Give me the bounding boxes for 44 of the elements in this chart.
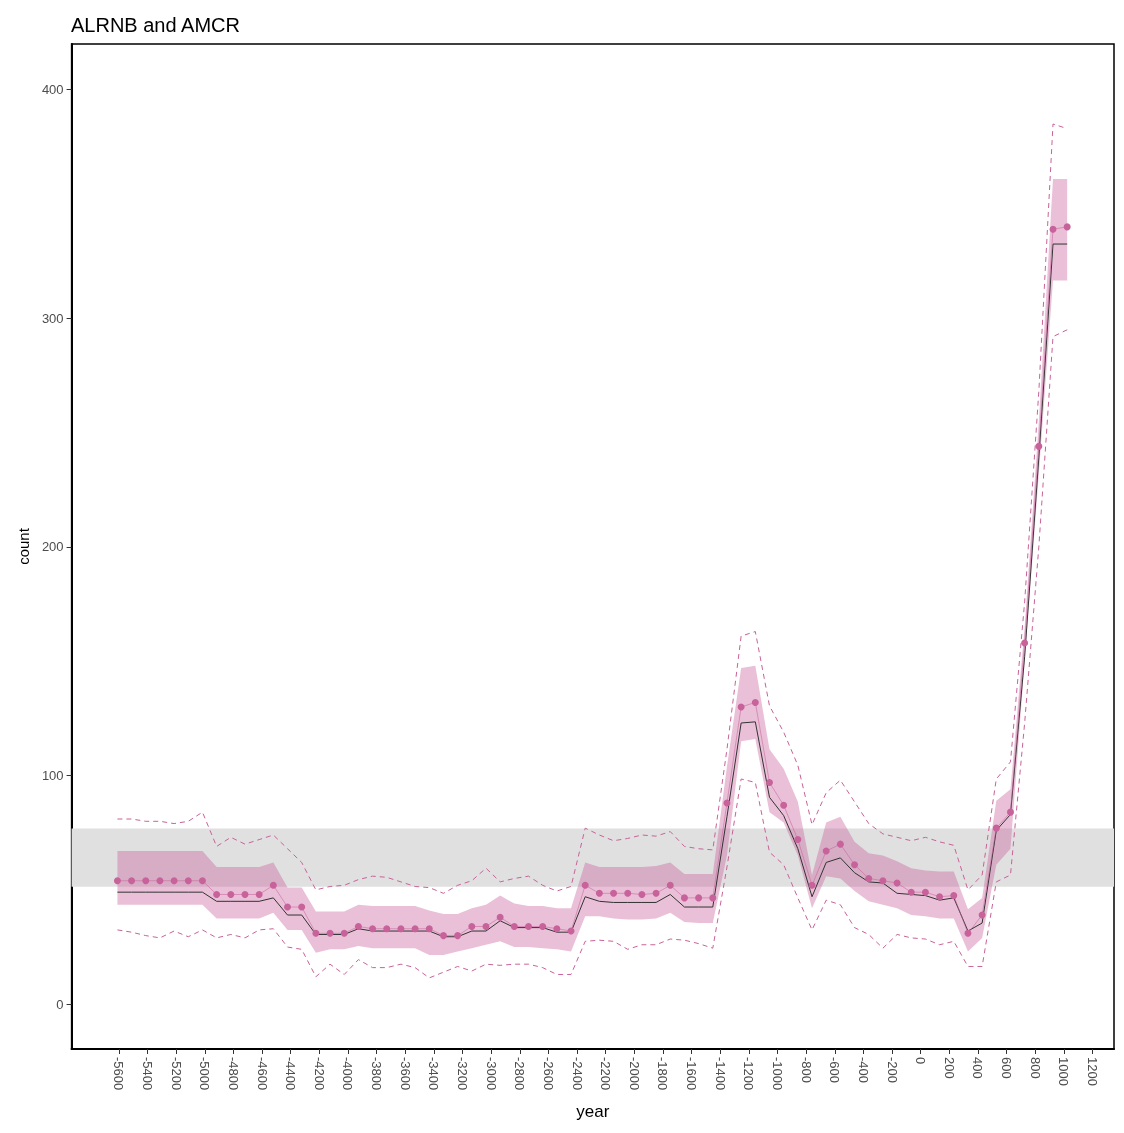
chart-title: ALRNB and AMCR [71,14,240,36]
x-tick-label: -2600 [540,1057,556,1091]
x-tick-label: -5000 [197,1057,213,1091]
x-tick-label: 1000 [1056,1057,1072,1086]
x-tick-label: -5400 [139,1057,155,1091]
x-tick-label: -3600 [397,1057,413,1091]
x-tick-label: -3200 [454,1057,470,1091]
x-tick-label: -400 [855,1057,871,1084]
x-tick-label: -1200 [741,1057,757,1091]
y-tick-label: 100 [41,768,64,784]
x-tick-label: -2800 [512,1057,528,1091]
y-tick-label: 200 [41,539,64,555]
x-tick-label: -1800 [655,1057,671,1091]
x-tick-label: -4000 [340,1057,356,1091]
x-tick-label: -200 [884,1057,900,1084]
x-tick-label: -2200 [598,1057,614,1091]
x-tick-label: -600 [827,1057,843,1084]
y-tick-label: 0 [56,996,64,1012]
x-tick-label: -3800 [369,1057,385,1091]
x-tick-label: -4400 [283,1057,299,1091]
x-tick-label: -4600 [254,1057,270,1091]
x-tick-label: 0 [913,1057,929,1065]
x-tick-label: -4800 [225,1057,241,1091]
y-tick-label: 300 [41,310,64,326]
x-tick-label: -4200 [311,1057,327,1091]
x-tick-label: -3400 [426,1057,442,1091]
x-tick-label: -2400 [569,1057,585,1091]
y-tick-label: 400 [41,82,64,98]
x-tick-label: -3000 [483,1057,499,1091]
x-tick-label: 600 [999,1057,1015,1079]
x-tick-label: -2000 [626,1057,642,1091]
x-tick-label: -5200 [168,1057,184,1091]
y-axis-title: count [15,527,32,565]
x-tick-label: -800 [798,1057,814,1084]
x-tick-label: 800 [1027,1057,1043,1079]
x-tick-label: -1000 [770,1057,786,1091]
x-tick-label: 400 [970,1057,986,1079]
x-tick-label: -5600 [111,1057,127,1091]
x-tick-label: 1200 [1085,1057,1101,1086]
x-tick-label: -1400 [712,1057,728,1091]
line-series [116,329,1068,979]
x-axis-title: year [576,1102,610,1121]
x-tick-label: 200 [941,1057,957,1079]
x-tick-label: -1600 [684,1057,700,1091]
